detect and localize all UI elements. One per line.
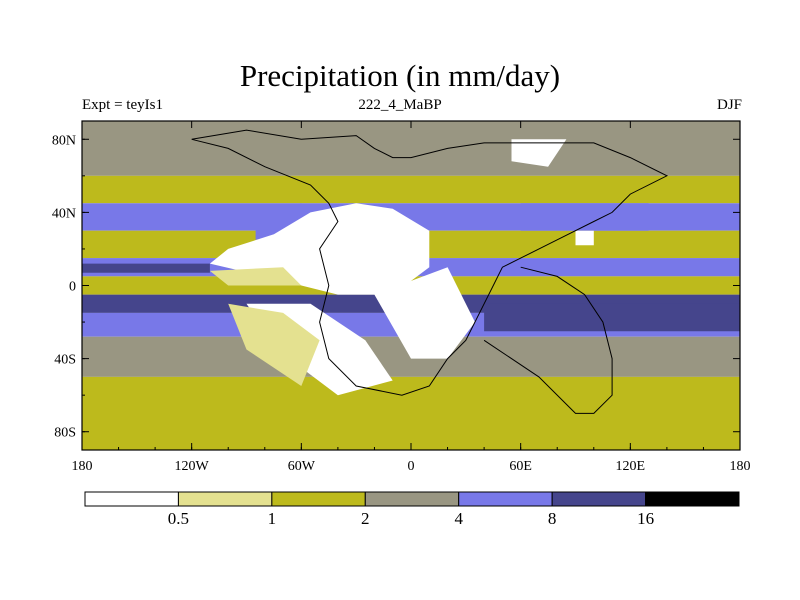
colorbar-swatch — [551, 491, 647, 507]
wet-region — [82, 263, 210, 273]
dry-region — [209, 267, 302, 286]
dry-region — [511, 139, 567, 167]
y-tick-label: 40N — [52, 206, 76, 221]
x-tick-label: 180 — [730, 459, 751, 474]
x-tick-label: 120W — [175, 459, 210, 474]
x-tick-label: 180 — [72, 459, 93, 474]
precip-band — [82, 121, 740, 176]
coastline — [191, 129, 669, 414]
y-tick-label: 40S — [54, 353, 76, 368]
y-axis: 80N 40N 0 40S 80S — [52, 133, 740, 441]
wet-region — [484, 303, 740, 332]
colorbar-label: 4 — [454, 509, 463, 528]
colorbar-swatch — [84, 491, 179, 507]
coastline-line — [191, 129, 669, 396]
x-tick-label: 0 — [408, 459, 415, 474]
colorbar-label: 0.5 — [168, 509, 189, 528]
colorbar-swatch — [458, 491, 553, 507]
x-tick-label: 120E — [616, 459, 646, 474]
colorbar-label: 1 — [268, 509, 277, 528]
x-tick-label: 60W — [288, 459, 316, 474]
colorbar: 0.5 1 2 4 8 16 — [84, 491, 740, 528]
colorbar-swatch — [271, 491, 366, 507]
coastline-line — [483, 266, 613, 414]
wet-region — [520, 203, 649, 231]
colorbar-swatch — [645, 491, 740, 507]
dry-region — [374, 267, 475, 359]
colorbar-swatch — [177, 491, 273, 507]
experiment-label: Expt = teyIs1 — [82, 97, 163, 113]
precip-band — [82, 376, 740, 450]
colorbar-label: 16 — [637, 509, 654, 528]
precip-band — [82, 175, 740, 204]
dry-region — [228, 303, 320, 386]
x-axis: 180 120W 60W 0 60E 120E 180 — [72, 121, 751, 474]
y-tick-label: 0 — [69, 280, 76, 295]
season-label: DJF — [716, 97, 742, 113]
chart-title: Precipitation (in mm/day) — [239, 58, 561, 93]
colorbar-swatch — [364, 491, 460, 507]
colorbar-label: 8 — [548, 509, 557, 528]
contour-fill — [82, 121, 740, 450]
dry-region — [575, 230, 594, 246]
x-tick-label: 60E — [509, 459, 532, 474]
colorbar-label: 2 — [361, 509, 370, 528]
y-tick-label: 80S — [54, 426, 76, 441]
run-label: 222_4_MaBP — [358, 97, 442, 113]
y-tick-label: 80N — [52, 133, 76, 148]
